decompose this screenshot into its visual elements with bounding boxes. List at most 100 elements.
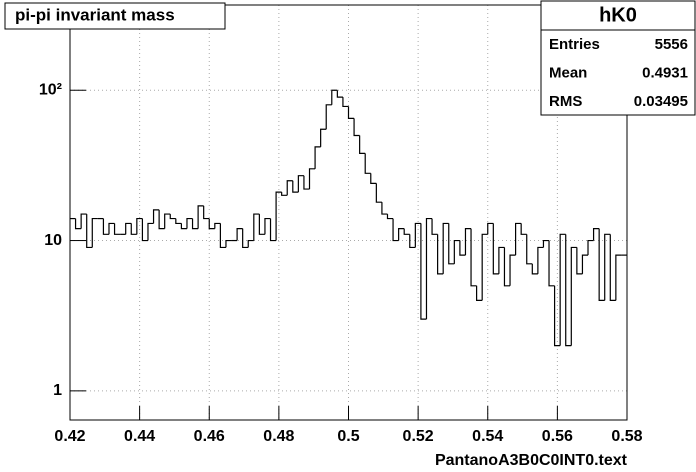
histogram-bin [453, 239, 460, 264]
histogram-bin [442, 222, 449, 274]
histogram-bin [242, 228, 249, 249]
histogram-bin [542, 239, 550, 248]
histogram-bin [403, 228, 410, 235]
histogram-bin [225, 239, 232, 248]
histogram-bin [147, 222, 154, 241]
histogram-bin [80, 213, 87, 229]
x-tick-label: 0.5 [337, 428, 359, 445]
histogram-bin [548, 240, 555, 287]
histogram-bin [503, 247, 511, 287]
histogram-bin [286, 180, 293, 196]
histogram-bin [437, 234, 444, 275]
histogram-bin [492, 223, 499, 275]
histogram-bin [281, 192, 288, 196]
histogram-bin [386, 214, 394, 220]
histogram-bin [158, 209, 165, 230]
stats-box: hK0 Entries 5556 Mean 0.4931 RMS 0.03495 [540, 0, 696, 116]
histogram-bin [236, 228, 243, 241]
x-tick-label: 0.56 [542, 428, 573, 445]
title-box [4, 2, 226, 30]
histogram-bin [292, 180, 299, 193]
histogram-bin [303, 175, 310, 190]
x-tick-label: 0.42 [54, 428, 85, 445]
stats-value: 0.03495 [634, 93, 688, 110]
histogram-bin [214, 222, 221, 229]
histogram-bin [186, 217, 193, 229]
y-tick-label: 1 [53, 382, 62, 399]
stats-title: hK0 [599, 4, 637, 26]
histogram-bin [308, 168, 316, 190]
histogram-bin [164, 213, 171, 229]
histogram-bin [258, 214, 265, 235]
histogram-bin [476, 285, 483, 301]
histogram-bin [175, 218, 182, 225]
x-tick-label: 0.58 [611, 428, 642, 445]
histogram-bin [531, 263, 538, 275]
stats-label: Entries [549, 36, 600, 53]
histogram-bin [487, 222, 494, 235]
histogram-bin [253, 213, 260, 241]
histogram-bin [498, 246, 505, 274]
histogram-bin [448, 223, 455, 265]
histogram-bin [297, 175, 304, 193]
stats-value: 5556 [655, 36, 688, 53]
histogram-bin [420, 223, 427, 320]
histogram-bin [581, 254, 589, 274]
histogram-bin [587, 239, 594, 256]
histogram-bin [320, 128, 327, 147]
histogram-bin [459, 240, 466, 256]
histogram-bin [269, 218, 277, 242]
histogram-bin [331, 89, 338, 105]
histogram-bin [559, 233, 566, 346]
histogram-bin [314, 146, 321, 169]
histogram-bin [414, 222, 421, 248]
histogram-bin [392, 218, 399, 242]
x-tick-label: 0.52 [403, 428, 434, 445]
histogram-bin [515, 222, 522, 256]
histogram-bin [169, 214, 176, 220]
y-tick-label: 10 [44, 232, 62, 249]
histogram-bin [565, 234, 572, 347]
histogram-bin [370, 173, 377, 184]
histogram-bin [152, 209, 160, 224]
histogram-bin [141, 218, 148, 242]
histogram-bin [615, 254, 622, 301]
histogram-bin [86, 214, 93, 249]
histogram-bin [598, 228, 605, 301]
histogram-bin [325, 104, 332, 130]
histogram-bin [203, 205, 210, 220]
x-tick-label: 0.54 [472, 428, 503, 445]
histogram-bin [509, 254, 516, 286]
histogram-bin [425, 217, 433, 320]
histogram-bin [108, 222, 115, 235]
stats-label: RMS [549, 93, 582, 110]
histogram-bin [102, 218, 109, 235]
histogram-bin [180, 223, 187, 230]
stats-frame [540, 0, 696, 116]
histogram-bin [247, 239, 254, 248]
histogram-bin [219, 223, 226, 249]
histogram-bin [130, 223, 137, 235]
histogram-bin [191, 218, 199, 230]
histogram-bin [264, 217, 271, 235]
histogram-bin [576, 247, 583, 275]
histogram-bin [526, 234, 533, 265]
histogram-bin [570, 246, 577, 346]
histogram-bin [398, 228, 405, 241]
histogram-bin [375, 183, 382, 203]
histogram-bin [464, 228, 472, 256]
y-tick-label: 10² [39, 81, 62, 98]
histogram-bin [553, 285, 561, 347]
chart-title: pi-pi invariant mass [15, 5, 175, 24]
histogram-bin [74, 218, 82, 230]
histogram-bin [470, 228, 477, 287]
histogram-bin [336, 90, 343, 98]
histogram-bin [91, 217, 98, 248]
histogram-bin [364, 153, 371, 174]
histogram-bin [197, 205, 204, 229]
stats-value: 0.4931 [642, 64, 688, 81]
histogram-bin [113, 223, 121, 235]
x-tick-label: 0.44 [124, 428, 155, 445]
histogram-bin [347, 106, 355, 119]
histogram-bin [609, 234, 616, 301]
